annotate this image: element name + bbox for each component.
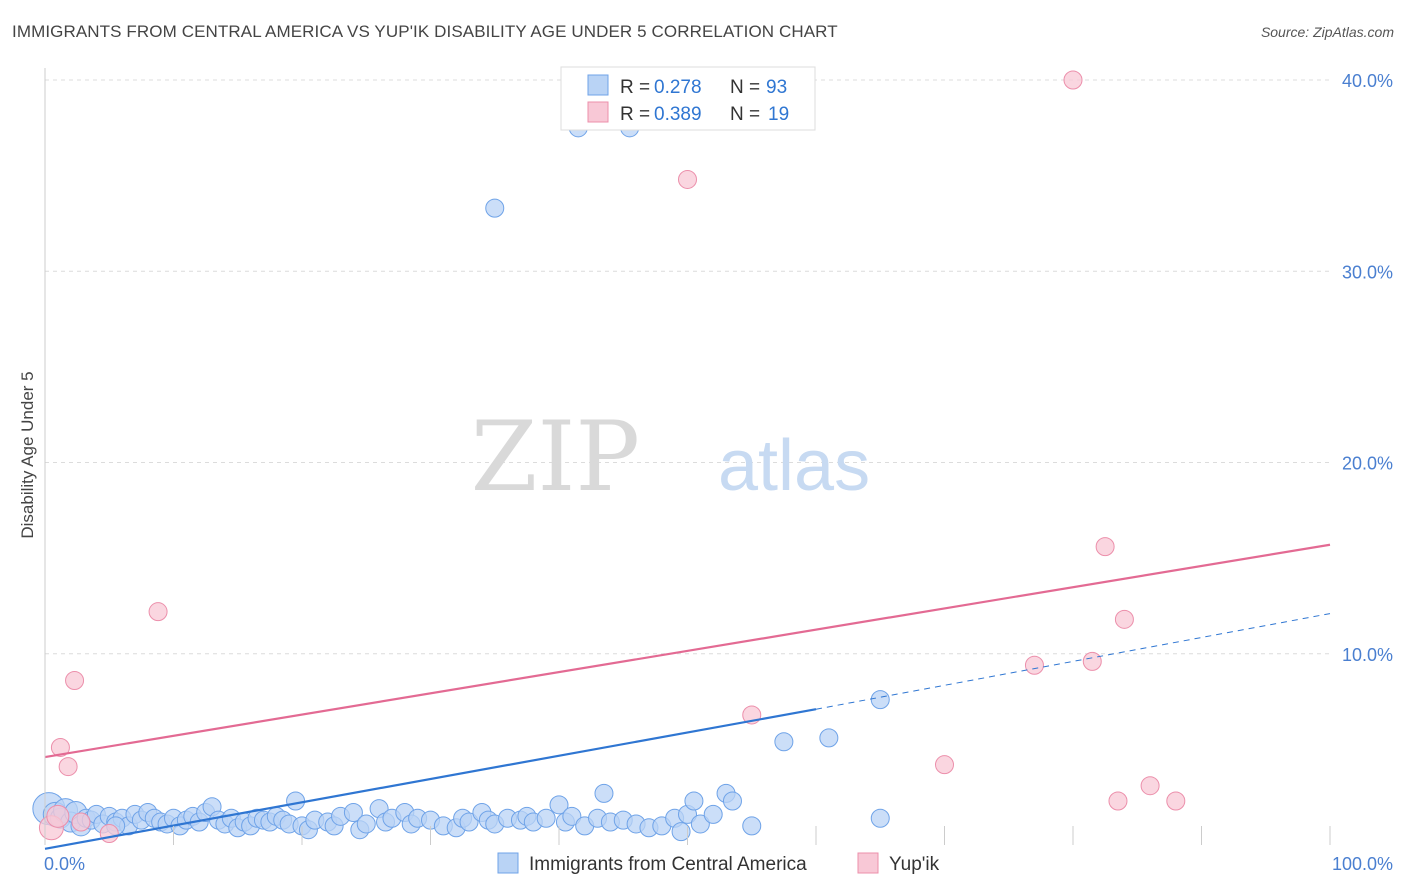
y-tick-label: 30.0% [1342,262,1393,282]
point-yupik [46,804,70,828]
x-tick-label: 100.0% [1332,854,1393,874]
point-yupik [65,671,85,691]
legend-n-label-2: N = [730,104,760,125]
legend-n-label-1: N = [730,77,760,98]
point-immigrants [459,812,479,832]
data-points [32,70,1186,844]
point-yupik [1095,537,1115,557]
point-immigrants [870,690,890,710]
point-immigrants [562,806,582,826]
point-immigrants [703,804,723,824]
y-tick-label: 20.0% [1342,454,1393,474]
x-tick-label: 0.0% [44,854,85,874]
bottom-legend-label-yupik: Yup'ik [889,854,940,875]
chart-title: IMMIGRANTS FROM CENTRAL AMERICA VS YUP'I… [12,22,838,41]
top-legend: R = 0.278 N = 93 R = 0.389 N = 19 [560,66,816,131]
watermark: ZIP atlas [471,401,870,513]
bottom-legend-label-immigrants: Immigrants from Central America [529,854,807,875]
watermark-atlas: atlas [718,426,870,506]
legend-swatch-yupik [587,101,609,123]
point-immigrants [536,808,556,828]
point-yupik [935,755,954,775]
point-immigrants [549,795,569,815]
point-immigrants [742,816,762,836]
point-yupik [1114,609,1134,629]
legend-r-label-1: R = [620,77,650,98]
legend-r-value-2: 0.389 [654,104,702,125]
trend-line-immigrants [44,708,817,850]
legend-n-value-2: 19 [768,104,789,125]
trend-lines [44,543,1331,850]
point-immigrants [684,791,704,811]
point-immigrants [690,814,710,834]
legend-swatch-immigrants [587,74,609,96]
point-immigrants [671,822,691,842]
legend-r-label-2: R = [620,104,650,125]
trend-line-immigrants-extension [815,613,1331,710]
point-yupik [1108,791,1128,811]
bottom-legend-swatch-immigrants [497,852,519,874]
y-axis-label: Disability Age Under 5 [18,371,37,538]
point-immigrants [594,783,614,803]
point-immigrants [870,808,890,828]
point-yupik [1140,776,1160,796]
point-immigrants [286,791,306,811]
watermark-zip: ZIP [471,401,640,513]
bottom-legend: Immigrants from Central America Yup'ik [497,852,940,875]
axes: 10.0% 20.0% 30.0% 40.0% 0.0% 100.0% [44,68,1393,874]
point-yupik [99,824,119,844]
point-immigrants [722,791,742,811]
point-yupik [50,737,70,757]
point-yupik [71,812,91,832]
point-yupik [1063,70,1083,90]
point-yupik [148,602,168,622]
point-yupik [58,757,78,777]
point-immigrants [485,198,505,218]
point-immigrants [356,814,376,834]
bottom-legend-swatch-yupik [857,852,879,874]
point-immigrants [774,732,794,752]
source-label: Source: ZipAtlas.com [1260,24,1394,40]
point-yupik [1024,655,1044,675]
legend-n-value-1: 93 [766,77,787,98]
y-tick-label: 10.0% [1342,645,1393,665]
legend-r-value-1: 0.278 [654,77,702,98]
trend-line-yupik [44,543,1331,759]
y-tick-label: 40.0% [1342,71,1393,91]
point-immigrants [343,802,363,822]
point-yupik [678,169,697,189]
point-yupik [1082,651,1102,671]
point-yupik [1166,791,1186,811]
grid-lines [45,79,1330,655]
point-immigrants [819,728,839,748]
